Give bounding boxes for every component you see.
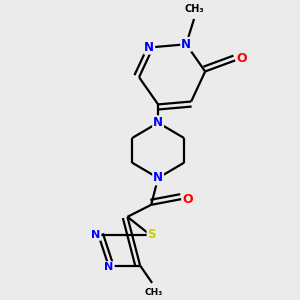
Text: S: S: [148, 228, 156, 242]
Text: O: O: [237, 52, 248, 65]
Text: CH₃: CH₃: [184, 4, 204, 14]
Text: N: N: [144, 41, 154, 54]
Text: N: N: [104, 262, 114, 272]
Text: N: N: [153, 116, 163, 129]
Text: N: N: [181, 38, 191, 51]
Text: N: N: [91, 230, 101, 240]
Text: CH₃: CH₃: [145, 288, 163, 297]
Text: N: N: [153, 172, 163, 184]
Text: O: O: [183, 193, 194, 206]
